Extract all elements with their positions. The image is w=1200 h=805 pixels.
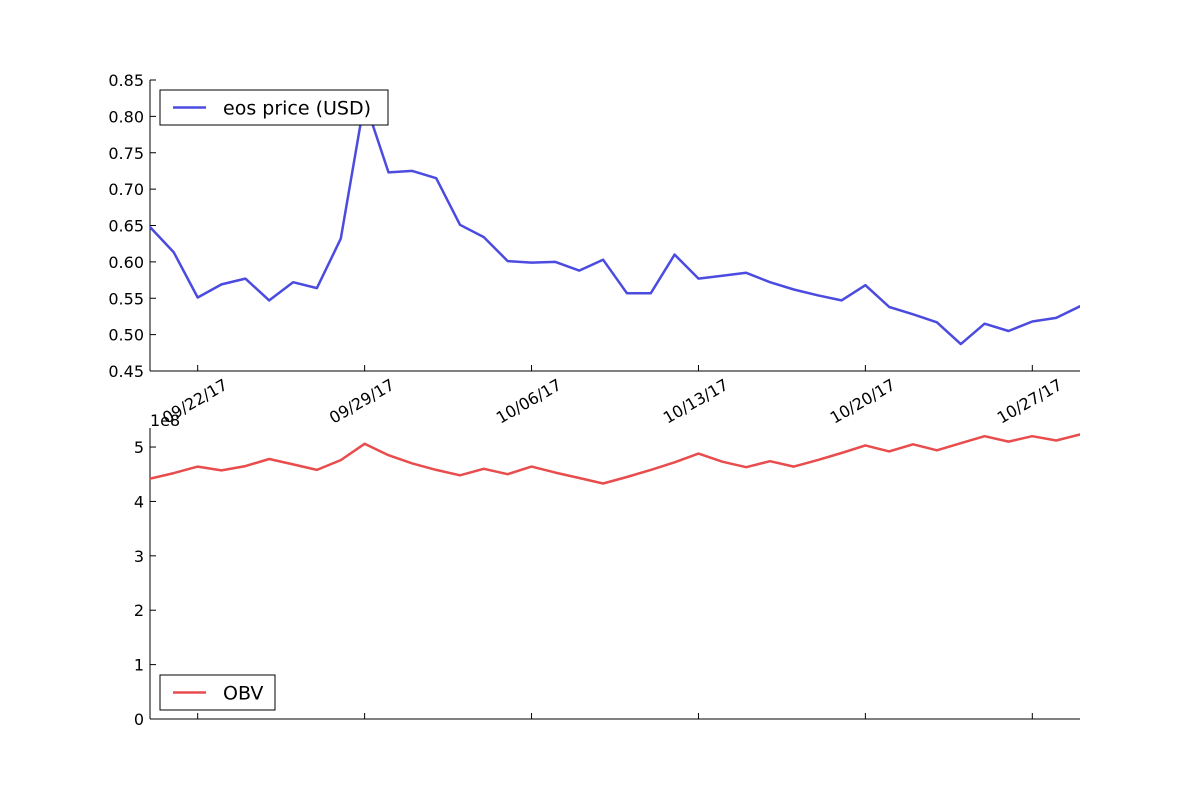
price-y-tick-label: 0.75 bbox=[108, 144, 144, 163]
price-y-tick-label: 0.60 bbox=[108, 253, 144, 272]
price-y-tick-label: 0.65 bbox=[108, 217, 144, 236]
obv-y-tick-label: 0 bbox=[134, 710, 144, 729]
price-x-tick-label: 10/20/17 bbox=[827, 375, 899, 427]
price-y-tick-label: 0.80 bbox=[108, 107, 144, 126]
obv-y-tick-label: 1 bbox=[134, 656, 144, 675]
obv-series-line bbox=[150, 435, 1080, 484]
price-y-tick-label: 0.55 bbox=[108, 289, 144, 308]
price-x-tick-label: 09/29/17 bbox=[326, 375, 398, 427]
obv-legend-label: OBV bbox=[223, 683, 263, 705]
price-legend-label: eos price (USD) bbox=[223, 98, 371, 120]
obv-y-tick-label: 3 bbox=[134, 547, 144, 566]
price-series-line bbox=[150, 100, 1080, 344]
price-y-tick-label: 0.85 bbox=[108, 71, 144, 90]
obv-scale-label: 1e8 bbox=[150, 411, 180, 430]
obv-y-tick-label: 4 bbox=[134, 492, 144, 511]
price-x-tick-label: 10/13/17 bbox=[660, 375, 732, 427]
price-legend: eos price (USD) bbox=[160, 90, 388, 125]
price-y-tick-label: 0.50 bbox=[108, 326, 144, 345]
price-y-tick-label: 0.45 bbox=[108, 362, 144, 381]
price-y-tick-label: 0.70 bbox=[108, 180, 144, 199]
obv-panel: 0 1 2 3 4 5 1e8 OBV bbox=[134, 411, 1080, 729]
price-x-tick-label: 10/06/17 bbox=[493, 375, 565, 427]
obv-y-tick-label: 5 bbox=[134, 438, 144, 457]
price-panel: 0.45 0.50 0.55 0.60 0.65 0.70 0.75 0.80 0.85 09/2… bbox=[108, 71, 1080, 427]
obv-y-tick-label: 2 bbox=[134, 601, 144, 620]
obv-legend: OBV bbox=[160, 675, 275, 710]
price-x-tick-label: 10/27/17 bbox=[994, 375, 1066, 427]
